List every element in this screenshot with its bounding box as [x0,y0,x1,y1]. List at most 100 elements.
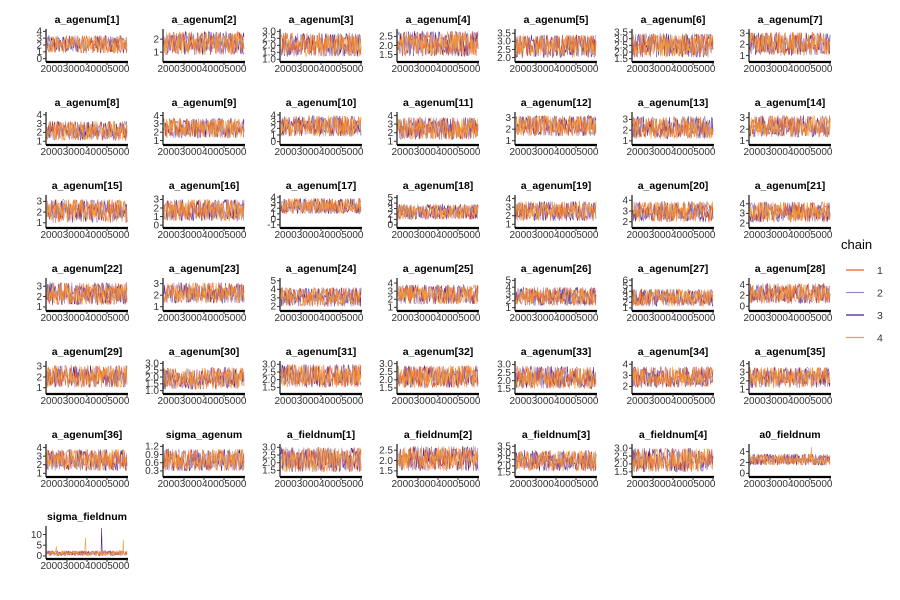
panel-title: a_agenum[19] [521,180,592,192]
y-tick-label: 4 [505,194,511,205]
y-tick-label: 2 [270,204,276,215]
y-tick-label: 2.5 [379,445,393,456]
y-tick-label: 2 [622,298,628,309]
trace-panel: a_agenum[2] 1 2 2000300040005000 [153,14,246,75]
y-tick-label: 1 [739,51,745,62]
y-tick-label: 1.5 [262,466,276,477]
y-tick-label: 0.3 [145,466,159,477]
chain-4-trace [46,365,128,388]
chain-traces [46,364,128,388]
panel-title: a_agenum[16] [169,180,240,192]
chain-4-trace [397,445,479,472]
y-tick-label: 2.5 [497,455,511,466]
y-tick-label: 3 [36,282,42,293]
x-tick-label: 2000300040005000 [41,230,130,241]
y-tick-label: 2 [270,124,276,135]
y-tick-label: 2 [36,372,42,383]
chain-legend: chain 1 2 3 4 [841,237,883,345]
trace-panel: a_agenum[14] 123 2000300040005000 [739,97,832,158]
panel-title: a_agenum[20] [638,180,709,192]
x-tick-label: 2000300040005000 [627,396,716,407]
y-tick-label: 2.0 [497,461,511,472]
y-tick-label: 4 [622,196,628,207]
x-tick-label: 2000300040005000 [510,230,599,241]
y-tick-label: 4 [622,360,628,371]
panel-title: a_agenum[15] [52,180,123,192]
chain-traces [46,35,128,54]
chain-traces [163,367,245,390]
chain-traces [632,366,714,388]
y-tick-label: 1 [36,383,42,394]
y-tick-label: 0 [153,220,159,231]
x-tick-label: 2000300040005000 [158,147,247,158]
y-tick-label: 2.0 [614,459,628,470]
trace-panel: a_agenum[7] 123 2000300040005000 [739,14,832,75]
x-tick-label: 2000300040005000 [510,479,599,490]
panel-title: a_agenum[25] [403,263,474,275]
x-tick-label: 2000300040005000 [275,64,364,75]
panel-title: a_agenum[18] [403,180,474,192]
x-tick-label: 2000300040005000 [627,230,716,241]
y-tick-label: 1 [153,212,159,223]
x-tick-label: 2000300040005000 [275,230,364,241]
trace-panel: sigma_agenum 0.30.60.91.2 2000300040005000 [145,429,247,490]
chain-4-trace [46,537,128,557]
y-tick-label: 0 [270,137,276,148]
chain-4-trace [632,366,714,388]
y-tick-label: 2.5 [262,34,276,45]
y-tick-label: 2 [36,460,42,471]
chain-traces [632,288,714,307]
chain-traces [163,31,245,56]
chain-traces [632,201,714,222]
panel-title: a_agenum[35] [755,346,826,358]
x-tick-label: 2000300040005000 [744,230,833,241]
chain-traces [46,448,128,472]
x-tick-label: 2000300040005000 [158,313,247,324]
panel-title: a0_fieldnum [759,429,820,441]
x-tick-label: 2000300040005000 [510,313,599,324]
panel-title: a_agenum[13] [638,97,709,109]
y-tick-label: 1.0 [262,55,276,66]
y-tick-label: 2.5 [145,365,159,376]
legend-title: chain [841,237,872,252]
x-tick-label: 2000300040005000 [392,313,481,324]
chain-traces [46,281,128,306]
panel-title: a_agenum[30] [169,346,240,358]
y-tick-label: 0 [739,302,745,313]
x-tick-label: 2000300040005000 [627,479,716,490]
chain-traces [515,449,597,472]
x-tick-label: 2000300040005000 [275,313,364,324]
x-tick-label: 2000300040005000 [158,64,247,75]
y-tick-label: 2 [739,40,745,51]
x-tick-label: 2000300040005000 [392,64,481,75]
y-tick-label: 2.5 [379,367,393,378]
y-tick-label: 3 [387,286,393,297]
chain-traces [397,365,479,389]
y-tick-label: 3.0 [262,443,276,454]
chain-traces [397,284,479,305]
y-tick-label: 3.0 [497,448,511,459]
y-tick-label: 3 [36,33,42,44]
y-tick-label: 0.6 [145,458,159,469]
y-tick-label: 4 [739,280,745,291]
chain-4-trace [163,199,245,222]
panel-title: a_fieldnum[1] [287,429,355,441]
x-tick-label: 2000300040005000 [275,479,364,490]
y-tick-label: 2.5 [497,368,511,379]
y-tick-label: 2 [739,376,745,387]
x-tick-label: 2000300040005000 [392,230,481,241]
panel-title: a_agenum[36] [52,429,123,441]
y-tick-label: 2.0 [614,47,628,58]
trace-panel: a_agenum[30] 1.01.52.02.53.0 2000300040005… [145,346,247,407]
legend-entry: 2 [846,288,883,300]
x-tick-label: 2000300040005000 [41,313,130,324]
x-tick-label: 2000300040005000 [510,396,599,407]
y-tick-label: 3.0 [379,359,393,370]
chain-4-trace [163,282,245,304]
y-tick-label: 1.0 [145,386,159,397]
chain-4-trace [632,201,714,222]
chain-4-trace [515,35,597,58]
y-tick-label: 4 [270,110,276,121]
